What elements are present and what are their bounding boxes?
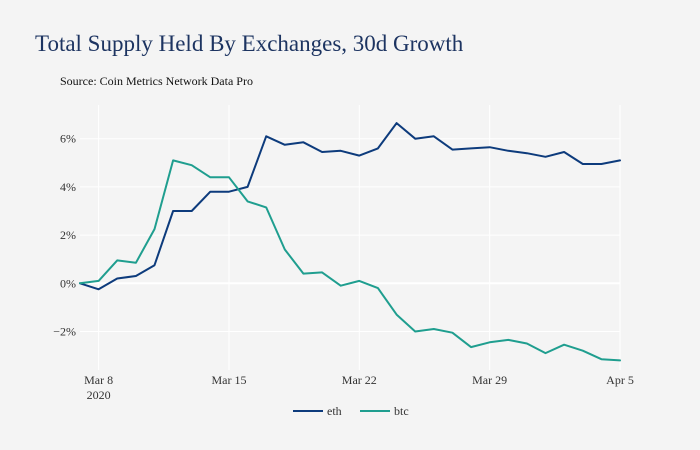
legend-label-eth: eth — [327, 404, 342, 418]
y-axis: −2% 0% 2% 4% 6% — [53, 132, 76, 339]
y-tick-label: 2% — [60, 228, 76, 242]
x-tick-label: Mar 29 — [472, 373, 507, 387]
x-tick-label: Mar 8 — [84, 373, 113, 387]
series-line-eth — [79, 122, 621, 291]
y-tick-label: 0% — [60, 276, 76, 290]
plot-area — [79, 105, 621, 370]
series-lines — [79, 122, 621, 362]
x-tick-label: Apr 5 — [606, 373, 634, 387]
x-tick-label: Mar 22 — [342, 373, 377, 387]
chart-title: Total Supply Held By Exchanges, 30d Grow… — [35, 31, 464, 56]
grid-lines — [80, 105, 621, 370]
series-line-btc — [79, 159, 621, 362]
legend: eth btc — [293, 404, 409, 418]
x-tick-sublabel: 2020 — [87, 388, 111, 402]
y-tick-label: −2% — [53, 324, 76, 338]
chart-subtitle: Source: Coin Metrics Network Data Pro — [60, 74, 253, 88]
x-tick-label: Mar 15 — [211, 373, 246, 387]
y-tick-label: 4% — [60, 180, 76, 194]
legend-label-btc: btc — [394, 404, 409, 418]
y-tick-label: 6% — [60, 132, 76, 146]
